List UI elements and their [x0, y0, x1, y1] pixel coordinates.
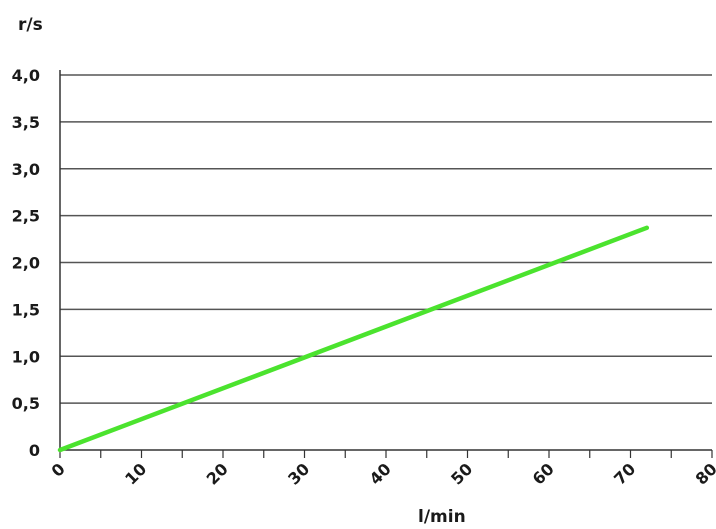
x-tick-label: 80	[692, 459, 716, 488]
y-tick-label: 2,5	[12, 207, 40, 226]
y-tick-label: 1,5	[12, 300, 40, 319]
axes	[59, 70, 713, 458]
x-axis-title: l/min	[418, 507, 466, 527]
y-tick-label: 3,5	[12, 113, 40, 132]
y-tick-labels: 0 0,5 1,0 1,5 2,0 2,5 3,0 3,5 4,0	[12, 66, 40, 460]
y-axis-title: r/s	[18, 15, 43, 35]
y-tick-label: 1,0	[12, 347, 40, 366]
series-line	[57, 225, 650, 453]
x-tick-label: 10	[121, 459, 150, 488]
x-tick-label: 70	[610, 459, 639, 488]
x-tick-label: 20	[203, 459, 232, 488]
series-group	[57, 225, 650, 453]
y-tick-label: 3,0	[12, 160, 40, 179]
y-tick-label: 0,5	[12, 394, 40, 413]
y-tick-label: 4,0	[12, 66, 40, 85]
x-tick-label: 40	[366, 459, 395, 488]
x-tick-label: 30	[284, 459, 313, 488]
x-tick-label: 60	[529, 459, 558, 488]
y-tick-label: 0	[29, 441, 40, 460]
x-tick-label: 50	[447, 459, 476, 488]
y-tick-label: 2,0	[12, 254, 40, 273]
grid	[60, 74, 712, 404]
x-tick-labels: 0 10 20 30 40 50 60 70 80	[48, 459, 716, 488]
x-tick-label: 0	[48, 459, 69, 480]
